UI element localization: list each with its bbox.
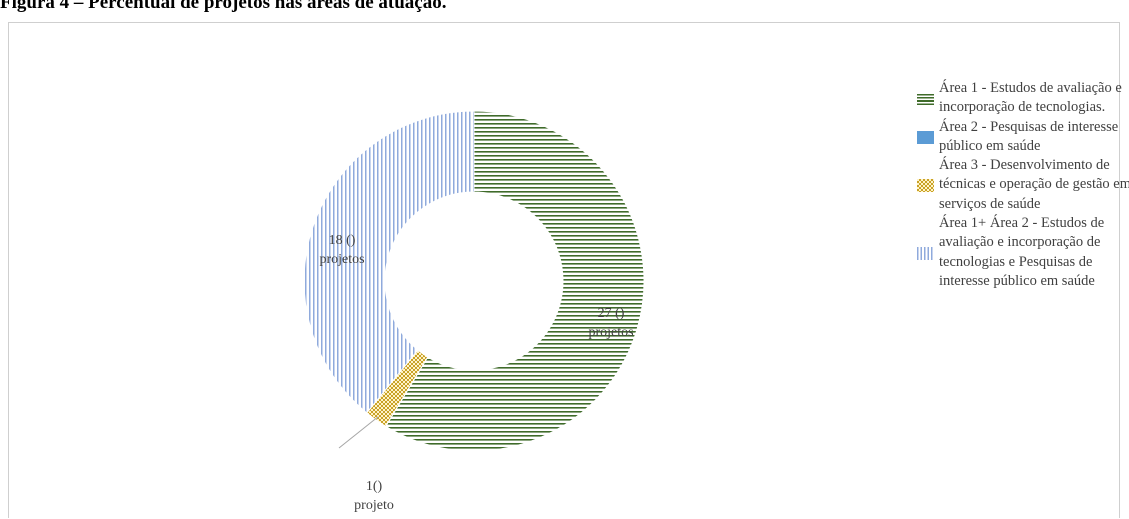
legend-item-3: Área 3 - Desenvolvimento de técnicas e o… (915, 156, 1129, 214)
legend-item-2: Área 2 - Pesquisas de interesse público … (915, 118, 1129, 157)
legend-item-4: Área 1+ Área 2 - Estudos de avaliação e … (915, 214, 1129, 291)
donut-chart: 27 () projetos 1() projeto 18 () projetos (303, 110, 645, 513)
data-label-3: 1() projeto (354, 479, 394, 513)
legend-label-2: Área 2 - Pesquisas de interesse público … (939, 118, 1119, 154)
legend-swatch-1 (917, 92, 934, 105)
data-label-4: 18 () projetos (319, 233, 364, 267)
legend-label-1: Área 1 - Estudos de avaliação e incorpor… (939, 80, 1122, 116)
legend-item-1: Área 1 - Estudos de avaliação e incorpor… (915, 79, 1129, 118)
legend: Área 1 - Estudos de avaliação e incorpor… (915, 79, 1129, 291)
legend-swatch-3 (917, 179, 934, 193)
figure-title: Figura 4 – Percentual de projetos nas ár… (0, 0, 447, 13)
legend-swatch-4 (917, 247, 934, 261)
data-label-1: 27 () projetos (588, 306, 633, 340)
donut-slice-1 (384, 110, 645, 452)
leader-line-area3 (338, 416, 379, 449)
legend-label-3: Área 3 - Desenvolvimento de técnicas e o… (939, 157, 1129, 212)
donut-slice-4 (303, 110, 475, 414)
legend-label-4: Área 1+ Área 2 - Estudos de avaliação e … (939, 215, 1105, 289)
chart-area: 27 () projetos 1() projeto 18 () projetos Áre… (8, 22, 1129, 518)
legend-swatch-2 (917, 130, 934, 144)
